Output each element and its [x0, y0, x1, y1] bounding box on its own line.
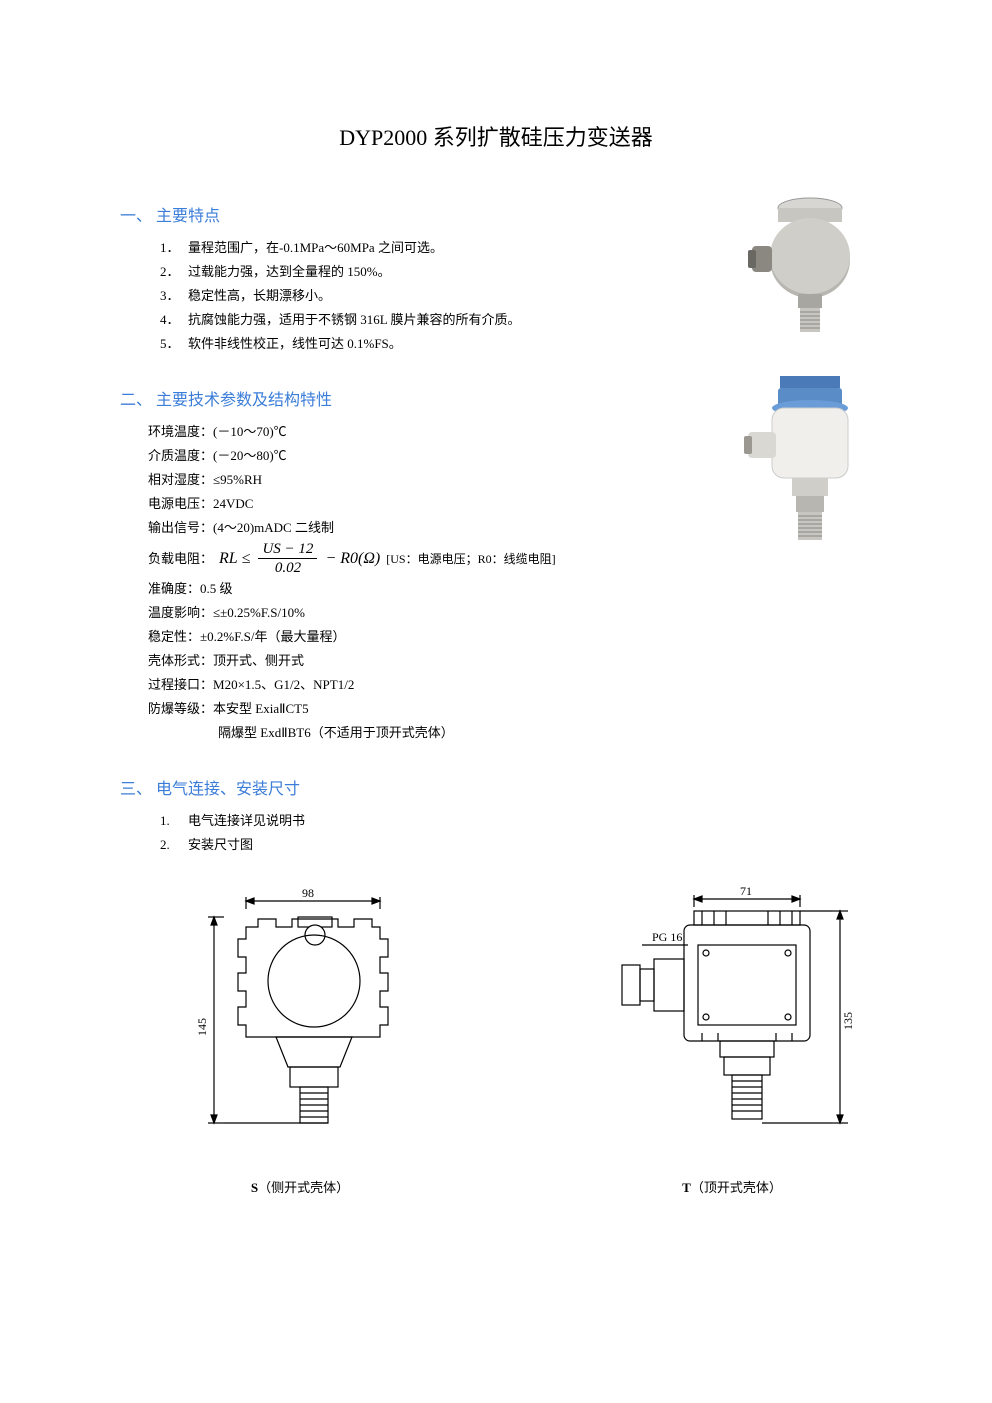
diagram-t: 71 135 PG 16: [602, 887, 862, 1196]
spec-line-indent: 隔爆型 ExdⅡBT6（不适用于顶开式壳体）: [218, 721, 872, 745]
list-item: 1.电气连接详见说明书: [160, 809, 872, 833]
spec-line: 温度影响：≤±0.25%F.S/10%: [148, 601, 872, 625]
diagram-s-caption: S（侧开式壳体）: [251, 1177, 349, 1196]
list-item: 2.安装尺寸图: [160, 833, 872, 857]
diagram-t-caption: T（顶开式壳体）: [682, 1177, 782, 1196]
spec-line: 壳体形式：顶开式、侧开式: [148, 649, 872, 673]
svg-text:98: 98: [302, 887, 314, 900]
section3-list: 1.电气连接详见说明书 2.安装尺寸图: [160, 809, 872, 857]
spec-line: 稳定性：±0.2%F.S/年（最大量程）: [148, 625, 872, 649]
diagram-s: 98 145: [180, 887, 420, 1196]
spec-line: 准确度：0.5 级: [148, 577, 872, 601]
document-title: DYP2000 系列扩散硅压力变送器: [120, 120, 872, 152]
formula-label: 负载电阻：: [148, 543, 213, 575]
svg-text:PG 16: PG 16: [652, 930, 682, 944]
section-3-header: 三、 电气连接、安装尺寸: [120, 775, 872, 799]
product-photo-top: [742, 370, 872, 560]
spec-line: 防爆等级：本安型 ExiaⅡCT5: [148, 697, 872, 721]
svg-text:71: 71: [740, 887, 752, 898]
svg-text:135: 135: [841, 1012, 855, 1030]
spec-line: 过程接口：M20×1.5、G1/2、NPT1/2: [148, 673, 872, 697]
svg-text:145: 145: [195, 1018, 209, 1036]
product-photo-side: [742, 190, 862, 350]
formula-note: [US：电源电压；R0：线缆电阻]: [386, 543, 555, 575]
